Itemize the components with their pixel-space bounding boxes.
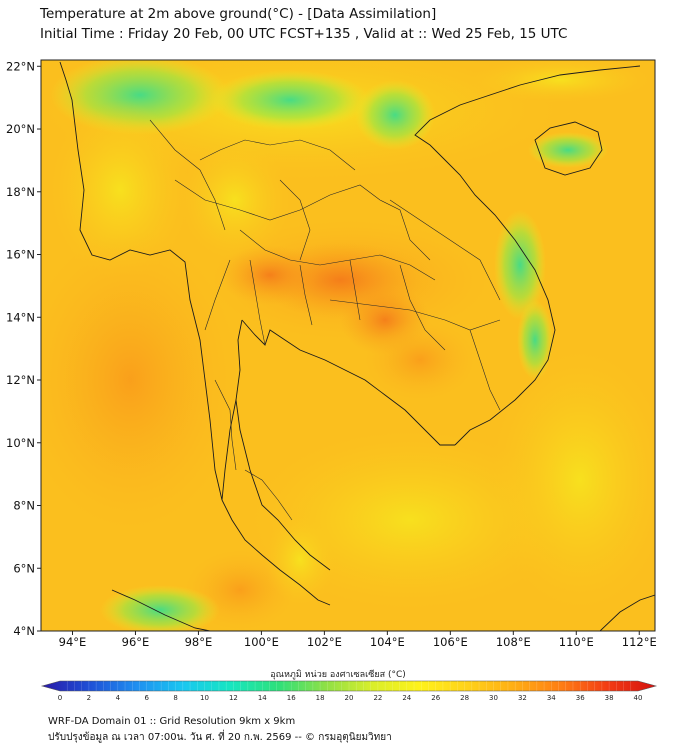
colorbar-tick-label: 34 xyxy=(547,694,556,702)
colorbar-label: อุณหภูมิ หน่วย องศาเซลเซียส (°C) xyxy=(270,669,406,680)
lat-tick-label: 14°N xyxy=(6,310,35,324)
lon-tick-label: 112°E xyxy=(622,635,657,649)
latitude-axis: 22°N 20°N 18°N 16°N 14°N 12°N 10°N 8°N 6°N 4°N xyxy=(6,59,41,638)
colorbar-tick-label: 32 xyxy=(518,694,527,702)
longitude-axis: 94°E 96°E 98°E 100°E 102°E 104°E 106°E 108°E 110… xyxy=(59,631,657,649)
temperature-field xyxy=(41,60,655,631)
colorbar-tick-label: 24 xyxy=(402,694,411,702)
colorbar-tick-label: 20 xyxy=(345,694,354,702)
colorbar-tick-label: 16 xyxy=(287,694,296,702)
colorbar-tick-label: 30 xyxy=(489,694,498,702)
lon-tick-label: 108°E xyxy=(496,635,531,649)
lon-tick-label: 94°E xyxy=(59,635,87,649)
lon-tick-label: 100°E xyxy=(244,635,279,649)
map-frame xyxy=(40,59,656,632)
lat-tick-label: 18°N xyxy=(6,185,35,199)
lat-tick-label: 10°N xyxy=(6,436,35,450)
lon-tick-label: 102°E xyxy=(307,635,342,649)
lon-tick-label: 96°E xyxy=(122,635,150,649)
colorbar-tick-label: 22 xyxy=(373,694,382,702)
colorbar-tick-label: 26 xyxy=(431,694,440,702)
colorbar-tick-label: 12 xyxy=(229,694,238,702)
chart-subtitle: Initial Time : Friday 20 Feb, 00 UTC FCS… xyxy=(40,26,568,42)
lon-tick-label: 110°E xyxy=(559,635,594,649)
colorbar: 0 2 4 6 8 10 12 14 16 18 20 22 24 26 28 30 32 34 36 38 40 xyxy=(40,680,658,702)
lon-tick-label: 106°E xyxy=(433,635,468,649)
colorbar-tick-label: 2 xyxy=(87,694,91,702)
colorbar-tick-label: 0 xyxy=(58,694,62,702)
colorbar-tick-label: 14 xyxy=(258,694,267,702)
colorbar-tick-label: 36 xyxy=(576,694,585,702)
lon-tick-label: 104°E xyxy=(370,635,405,649)
colorbar-tick-label: 10 xyxy=(200,694,209,702)
colorbar-tick-label: 6 xyxy=(144,694,149,702)
lat-tick-label: 22°N xyxy=(6,59,35,73)
colorbar-tick-label: 28 xyxy=(460,694,469,702)
province-borders xyxy=(149,119,501,521)
lat-tick-label: 4°N xyxy=(13,624,35,638)
lat-tick-label: 20°N xyxy=(6,122,35,136)
footer-domain: WRF-DA Domain 01 :: Grid Resolution 9km … xyxy=(48,716,296,727)
lat-tick-label: 8°N xyxy=(13,499,35,513)
lat-tick-label: 12°N xyxy=(6,373,35,387)
lat-tick-label: 16°N xyxy=(6,248,35,262)
colorbar-bar xyxy=(40,680,658,692)
chart-title: Temperature at 2m above ground(°C) - [Da… xyxy=(40,6,437,22)
colorbar-tick-label: 18 xyxy=(316,694,325,702)
colorbar-tick-label: 40 xyxy=(634,694,643,702)
lon-tick-label: 98°E xyxy=(185,635,213,649)
lat-tick-label: 6°N xyxy=(13,561,35,575)
footer-update: ปรับปรุงข้อมูล ณ เวลา 07:00น. วัน ศ. ที่… xyxy=(48,732,392,743)
colorbar-tick-label: 4 xyxy=(116,694,121,702)
colorbar-tick-label: 38 xyxy=(605,694,614,702)
colorbar-tick-label: 8 xyxy=(173,694,177,702)
